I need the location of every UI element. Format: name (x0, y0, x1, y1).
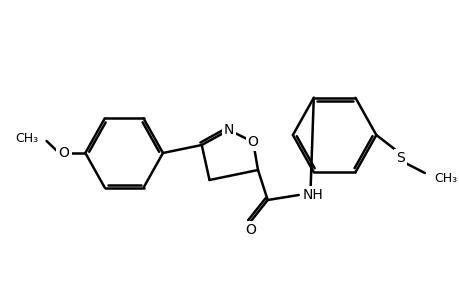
Text: O: O (244, 223, 255, 237)
Text: S: S (395, 151, 404, 165)
Text: CH₃: CH₃ (434, 172, 457, 184)
Text: CH₃: CH₃ (16, 133, 39, 146)
Text: N: N (223, 123, 234, 137)
Text: O: O (58, 146, 69, 160)
Text: O: O (247, 135, 258, 149)
Text: NH: NH (302, 188, 323, 202)
